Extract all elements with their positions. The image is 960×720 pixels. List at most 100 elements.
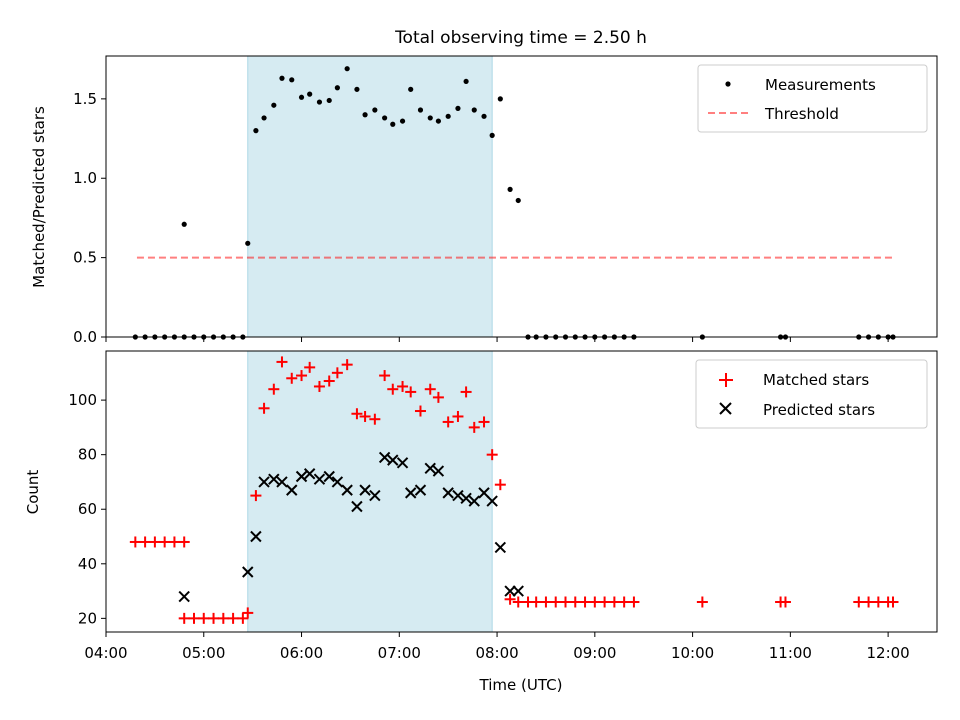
top-legend: Measurements Threshold (697, 64, 928, 133)
legend-threshold-label: Threshold (764, 105, 839, 123)
matched-star-point (530, 596, 542, 608)
measurement-point (417, 107, 424, 113)
matched-star-point (599, 596, 611, 608)
matched-star-point (589, 596, 601, 608)
predicted-star-point (341, 484, 353, 496)
matched-star-point (129, 536, 141, 548)
matched-star-point (139, 536, 151, 548)
measurement-point (515, 197, 521, 204)
legend-predicted-marker (719, 402, 732, 415)
measurement-point (298, 94, 305, 100)
x-tick-label: 06:00 (280, 644, 323, 662)
legend-predicted-label: Predicted stars (763, 401, 875, 419)
bottom-legend: Matched stars Predicted stars (695, 359, 928, 429)
matched-star-point (468, 421, 480, 433)
observing-interval-shade (247, 55, 493, 338)
matched-star-point (178, 536, 190, 548)
predicted-star-point (494, 541, 507, 554)
matched-stars-series (129, 356, 899, 624)
measurement-point (344, 66, 350, 72)
matched-star-point (608, 596, 620, 608)
top-y-tick-label: 1.5 (73, 90, 97, 108)
matched-star-point (432, 391, 444, 403)
matched-star-point (217, 612, 229, 624)
predicted-star-point (414, 484, 427, 496)
matched-star-point (250, 490, 262, 502)
bottom-y-tick-label: 80 (78, 446, 97, 464)
x-tick-label: 07:00 (378, 644, 421, 662)
measurement-point (372, 107, 378, 113)
matched-star-point (227, 612, 239, 624)
matched-star-point (237, 612, 249, 624)
top-y-tick-label: 0.0 (73, 328, 97, 346)
x-tick-label: 04:00 (84, 644, 127, 662)
matched-star-point (268, 383, 280, 395)
matched-star-point (486, 449, 498, 461)
legend-measurements-marker (725, 81, 731, 87)
predicted-star-point (504, 585, 516, 597)
matched-star-point (323, 375, 335, 387)
predicted-star-point (460, 492, 472, 505)
measurement-point (382, 115, 388, 121)
predicted-star-point (331, 476, 344, 488)
top-panel: 0.0 0.5 1.0 1.5 Matched/Predicted stars Mea… (30, 55, 938, 346)
predicted-star-point (432, 465, 445, 477)
predicted-stars-series (178, 451, 524, 603)
predicted-star-point (303, 468, 316, 480)
matched-star-point (286, 372, 298, 384)
bottom-panel: 20 40 60 80 100 04:00 05:00 06:00 07:00 08:00 09:… (24, 350, 938, 694)
matched-star-point (178, 612, 190, 624)
predicted-star-point (286, 484, 298, 496)
matched-star-point (208, 612, 220, 624)
x-tick-label: 10:00 (671, 644, 714, 662)
measurement-point (279, 75, 285, 81)
matched-star-point (424, 383, 436, 395)
matched-star-point (478, 416, 490, 428)
bottom-y-axis: 20 40 60 80 100 (68, 391, 106, 627)
measurement-point (261, 115, 267, 121)
measurement-point (445, 113, 451, 119)
bottom-y-tick-label: 60 (78, 500, 97, 518)
predicted-star-point (404, 487, 417, 499)
predicted-star-point (512, 585, 524, 597)
matched-star-point (504, 593, 516, 605)
matched-star-point (628, 596, 640, 608)
x-tick-label: 08:00 (475, 644, 518, 662)
matched-star-point (359, 410, 371, 422)
predicted-star-point (442, 487, 454, 499)
bottom-y-tick-label: 100 (68, 391, 97, 409)
bottom-legend-box (695, 359, 928, 429)
matched-star-point (887, 596, 899, 608)
predicted-star-point (323, 470, 335, 483)
predicted-star-point (242, 566, 254, 578)
matched-star-point (853, 596, 865, 608)
matched-star-point (397, 380, 409, 392)
predicted-star-point (369, 489, 381, 502)
top-x-ticks (105, 337, 889, 342)
x-axis-label: Time (UTC) (479, 676, 563, 694)
matched-star-point (540, 596, 552, 608)
measurement-point (271, 102, 277, 108)
measurement-point (489, 132, 495, 138)
x-tick-label: 09:00 (573, 644, 616, 662)
matched-star-point (341, 359, 353, 371)
top-y-axis-label: Matched/Predicted stars (30, 106, 48, 288)
matched-star-point (149, 536, 161, 548)
bottom-x-axis: 04:00 05:00 06:00 07:00 08:00 09:00 10:00 11:00… (84, 632, 910, 662)
matched-star-point (579, 596, 591, 608)
predicted-star-point (359, 484, 371, 496)
legend-matched-label: Matched stars (763, 371, 869, 389)
measurement-point (334, 85, 340, 91)
matched-star-point (559, 596, 571, 608)
measurement-point (307, 91, 313, 97)
matched-star-point (387, 383, 399, 395)
predicted-star-point (268, 473, 280, 485)
x-tick-label: 11:00 (769, 644, 812, 662)
matched-star-point (242, 607, 254, 619)
matched-star-point (276, 356, 288, 368)
matched-star-point (618, 596, 630, 608)
predicted-star-point (387, 454, 399, 466)
matched-star-point (304, 361, 316, 373)
matched-star-point (188, 612, 200, 624)
